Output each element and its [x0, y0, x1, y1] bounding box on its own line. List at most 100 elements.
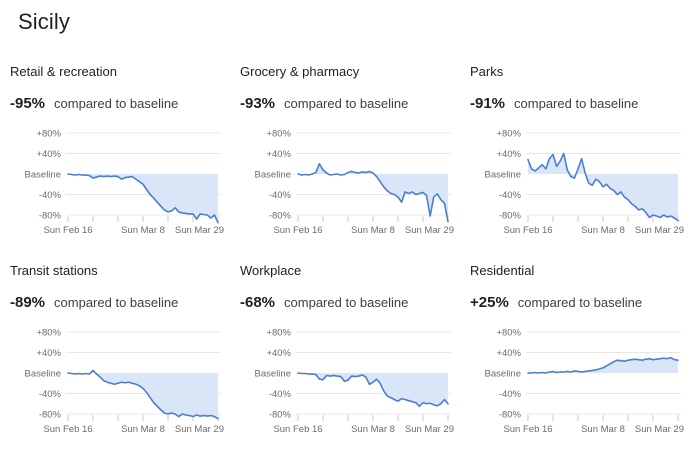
chart-title: Transit stations [10, 263, 98, 278]
y-axis-label: Baseline [485, 170, 521, 181]
chart-headline: -89% compared to baseline [10, 294, 230, 311]
x-ticks [297, 216, 449, 222]
y-axis-labels: +80% +40% Baseline -40% -80% [25, 328, 62, 421]
x-axis-label: Sun Mar 29 [175, 424, 224, 435]
trend-line [67, 173, 219, 224]
x-axis-label: Sun Mar 8 [581, 424, 625, 435]
area-fill [528, 357, 678, 373]
chart-grid: Retail & recreation -95% compared to bas… [10, 64, 700, 436]
x-axis-label: Sun Feb 16 [503, 424, 552, 435]
mobility-chart-grocery-pharmacy: Grocery & pharmacy -93% compared to base… [240, 64, 460, 237]
y-axis-label: -40% [269, 389, 292, 400]
x-axis-label: Sun Feb 16 [43, 225, 92, 236]
x-axis-label: Sun Mar 29 [405, 225, 454, 236]
mobility-chart-retail-recreation: Retail & recreation -95% compared to bas… [10, 64, 230, 237]
chart-title: Residential [470, 263, 535, 278]
y-axis-labels: +80% +40% Baseline -40% -80% [485, 129, 522, 222]
x-ticks [527, 216, 679, 222]
y-axis-label: +40% [496, 348, 521, 359]
x-axis-labels: Sun Feb 16 Sun Mar 8 Sun Mar 29 [43, 424, 224, 435]
mobility-chart-transit-stations: Transit stations -89% compared to baseli… [10, 263, 230, 436]
y-axis-label: +80% [496, 328, 521, 339]
mobility-chart-workplace: Workplace -68% compared to baseline +80%… [240, 263, 460, 436]
x-axis-label: Sun Mar 29 [635, 424, 684, 435]
y-axis-label: -80% [39, 410, 62, 421]
y-axis-label: Baseline [485, 369, 521, 380]
y-axis-label: -40% [39, 190, 62, 201]
y-axis-label: Baseline [25, 170, 61, 181]
gridlines [526, 331, 681, 415]
x-axis-label: Sun Mar 29 [405, 424, 454, 435]
y-axis-label: +80% [496, 129, 521, 140]
x-axis-labels: Sun Feb 16 Sun Mar 8 Sun Mar 29 [273, 225, 454, 236]
chart-headline: -68% compared to baseline [240, 294, 460, 311]
y-axis-label: Baseline [25, 369, 61, 380]
y-axis-label: -40% [39, 389, 62, 400]
y-axis-label: +40% [36, 149, 61, 160]
chart-headline: +25% compared to baseline [470, 294, 690, 311]
chart-title: Workplace [240, 263, 302, 278]
chart-headline-value: +25% [470, 294, 509, 311]
y-axis-label: +40% [266, 348, 291, 359]
chart-plot: +80% +40% Baseline -40% -80% Sun Feb 16 Sun Ma… [485, 328, 684, 436]
mobility-chart-parks: Parks -91% compared to baseline +80% +40%… [470, 64, 690, 237]
y-axis-label: -40% [499, 190, 522, 201]
area-fill [68, 174, 218, 223]
x-axis-label: Sun Mar 8 [581, 225, 625, 236]
trend-line [297, 162, 449, 223]
chart-headline-value: -89% [10, 294, 46, 311]
x-ticks [527, 415, 679, 421]
area-fill [528, 153, 678, 221]
trend-line [527, 152, 679, 222]
y-axis-label: -80% [269, 211, 292, 222]
chart-headline-label: compared to baseline [514, 96, 639, 111]
area-fill [298, 373, 448, 407]
y-axis-label: -80% [499, 211, 522, 222]
chart-title: Grocery & pharmacy [240, 64, 360, 79]
x-ticks [297, 415, 449, 421]
y-axis-label: Baseline [255, 369, 291, 380]
chart-title: Parks [470, 64, 504, 79]
x-axis-label: Sun Feb 16 [43, 424, 92, 435]
x-axis-labels: Sun Feb 16 Sun Mar 8 Sun Mar 29 [503, 225, 684, 236]
y-axis-label: -40% [269, 190, 292, 201]
chart-headline-value: -93% [240, 95, 276, 112]
trend-line [67, 369, 219, 420]
y-axis-label: +40% [266, 149, 291, 160]
y-axis-label: -80% [39, 211, 62, 222]
chart-plot: +80% +40% Baseline -40% -80% Sun Feb 16 Sun Ma… [25, 129, 224, 237]
y-axis-labels: +80% +40% Baseline -40% -80% [485, 328, 522, 421]
chart-plot: +80% +40% Baseline -40% -80% Sun Feb 16 Sun Ma… [255, 129, 454, 237]
y-axis-labels: +80% +40% Baseline -40% -80% [255, 129, 292, 222]
y-axis-label: -80% [269, 410, 292, 421]
x-axis-labels: Sun Feb 16 Sun Mar 8 Sun Mar 29 [43, 225, 224, 236]
y-axis-label: +80% [266, 129, 291, 140]
chart-plot: +80% +40% Baseline -40% -80% Sun Feb 16 Sun Ma… [255, 328, 454, 436]
gridlines [66, 331, 221, 415]
x-axis-labels: Sun Feb 16 Sun Mar 8 Sun Mar 29 [503, 424, 684, 435]
page-title: Sicily [18, 9, 70, 34]
mobility-chart-residential: Residential +25% compared to baseline +8… [470, 263, 690, 436]
x-axis-labels: Sun Feb 16 Sun Mar 8 Sun Mar 29 [273, 424, 454, 435]
y-axis-label: +80% [36, 328, 61, 339]
y-axis-labels: +80% +40% Baseline -40% -80% [255, 328, 292, 421]
y-axis-label: +40% [36, 348, 61, 359]
y-axis-label: +80% [266, 328, 291, 339]
chart-headline: -93% compared to baseline [240, 95, 460, 112]
y-axis-labels: +80% +40% Baseline -40% -80% [25, 129, 62, 222]
x-axis-label: Sun Mar 8 [121, 225, 165, 236]
chart-plot: +80% +40% Baseline -40% -80% Sun Feb 16 Sun Ma… [485, 129, 684, 237]
x-axis-label: Sun Feb 16 [273, 424, 322, 435]
x-axis-label: Sun Feb 16 [503, 225, 552, 236]
x-axis-label: Sun Mar 8 [351, 424, 395, 435]
area-fill [68, 370, 218, 419]
chart-headline: -91% compared to baseline [470, 95, 690, 112]
chart-headline-value: -91% [470, 95, 506, 112]
y-axis-label: -80% [499, 410, 522, 421]
chart-headline-value: -95% [10, 95, 46, 112]
x-axis-label: Sun Mar 29 [175, 225, 224, 236]
chart-plot: +80% +40% Baseline -40% -80% Sun Feb 16 Sun Ma… [25, 328, 224, 436]
y-axis-label: +40% [496, 149, 521, 160]
chart-headline-label: compared to baseline [54, 295, 179, 310]
chart-headline-label: compared to baseline [517, 295, 643, 310]
